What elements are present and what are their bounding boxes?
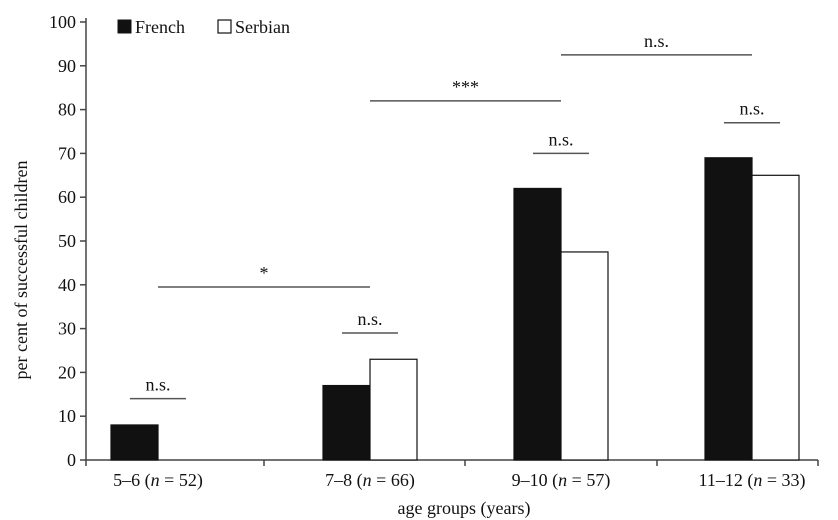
bar-french-3 bbox=[704, 157, 753, 461]
x-tick-n-symbol: n bbox=[363, 470, 372, 490]
significance-label: * bbox=[260, 263, 269, 283]
x-tick-category: 9–10 ( bbox=[512, 470, 559, 491]
bars bbox=[110, 157, 800, 461]
y-tick-label: 90 bbox=[58, 56, 76, 76]
legend-label-serbian: Serbian bbox=[235, 17, 290, 37]
bar-french-2 bbox=[513, 187, 562, 461]
x-tick-label: 5–6 (n = 52) bbox=[113, 470, 203, 491]
legend-label-french: French bbox=[135, 17, 185, 37]
y-tick-label: 100 bbox=[49, 12, 76, 32]
x-tick-n-symbol: n bbox=[753, 470, 762, 490]
y-tick-label: 70 bbox=[58, 143, 76, 163]
y-axis-title: per cent of successful children bbox=[11, 161, 31, 380]
y-tick-label: 30 bbox=[58, 319, 76, 339]
legend-swatch-serbian bbox=[217, 19, 232, 34]
significance-label: n.s. bbox=[739, 99, 764, 119]
x-tick-n-symbol: n bbox=[558, 470, 567, 490]
significance-annotations: n.s.n.s.n.s.n.s.****n.s. bbox=[130, 31, 780, 400]
x-tick-n-value: = 66) bbox=[372, 470, 415, 491]
significance-label: n.s. bbox=[145, 375, 170, 395]
x-tick-label: 9–10 (n = 57) bbox=[512, 470, 611, 491]
significance-label: n.s. bbox=[548, 129, 573, 149]
x-tick-category: 7–8 ( bbox=[325, 470, 363, 491]
bar-serbian-2 bbox=[560, 251, 609, 461]
bar-french-1 bbox=[322, 384, 371, 461]
y-tick-label: 40 bbox=[58, 275, 76, 295]
bar-serbian-3 bbox=[751, 174, 800, 461]
x-tick-n-value: = 57) bbox=[567, 470, 610, 491]
significance-label: n.s. bbox=[644, 31, 669, 51]
x-tick-n-value: = 52) bbox=[160, 470, 203, 491]
legend-swatch-french bbox=[117, 19, 132, 34]
significance-label: n.s. bbox=[357, 309, 382, 329]
x-tick-category: 5–6 ( bbox=[113, 470, 151, 491]
significance-label: *** bbox=[452, 77, 479, 97]
y-tick-label: 10 bbox=[58, 406, 76, 426]
x-tick-n-symbol: n bbox=[151, 470, 160, 490]
x-axis-title: age groups (years) bbox=[398, 498, 531, 519]
y-tick-label: 60 bbox=[58, 187, 76, 207]
y-tick-label: 0 bbox=[67, 450, 76, 470]
bar-french-0 bbox=[110, 424, 159, 461]
x-tick-n-value: = 33) bbox=[762, 470, 805, 491]
y-tick-label: 80 bbox=[58, 100, 76, 120]
x-tick-label: 11–12 (n = 33) bbox=[699, 470, 806, 491]
bar-serbian-1 bbox=[369, 358, 418, 461]
y-tick-label: 50 bbox=[58, 231, 76, 251]
x-tick-category: 11–12 ( bbox=[699, 470, 754, 491]
y-tick-label: 20 bbox=[58, 362, 76, 382]
x-tick-label: 7–8 (n = 66) bbox=[325, 470, 415, 491]
legend: French Serbian bbox=[117, 17, 290, 37]
